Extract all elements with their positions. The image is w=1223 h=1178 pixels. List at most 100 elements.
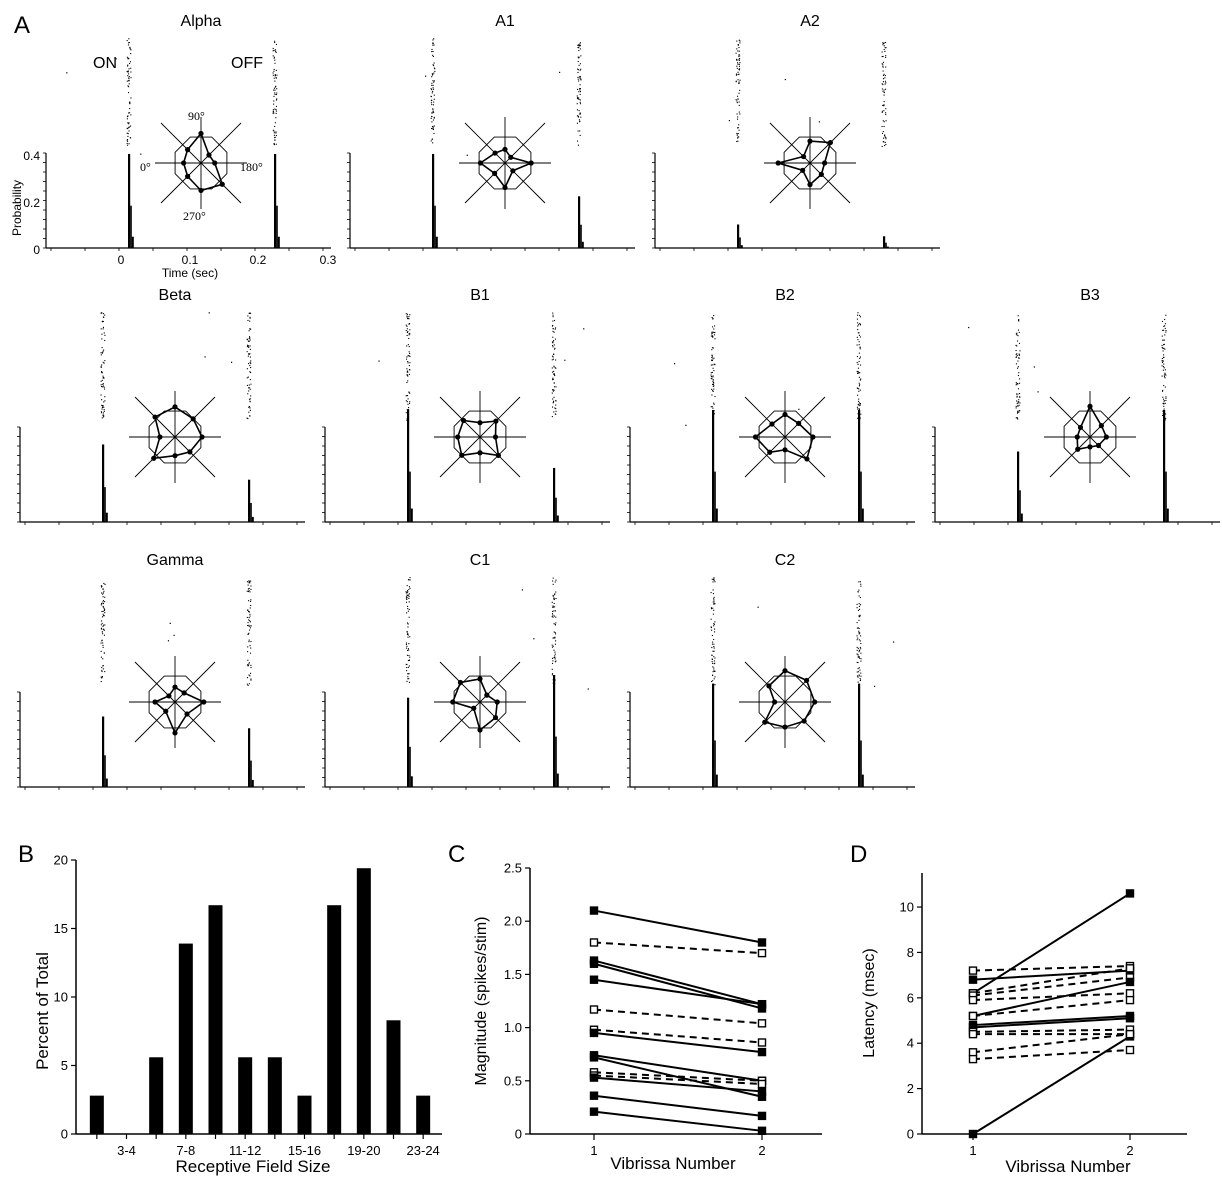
- raster-dot: [250, 366, 252, 369]
- raster-dot: [406, 328, 408, 330]
- panel-c-series-line: [593, 1054, 763, 1082]
- raster-dot: [712, 607, 714, 609]
- raster-dot: [881, 125, 883, 128]
- raster-dot: [856, 318, 858, 320]
- raster-dot: [104, 596, 106, 598]
- raster-dot: [102, 361, 104, 363]
- raster-dot: [710, 591, 712, 594]
- raster-dot: [857, 328, 859, 331]
- raster-dot: [735, 99, 737, 101]
- panel-d-series-line: [972, 980, 1131, 1017]
- raster-dot: [1162, 360, 1164, 362]
- raster-dot: [406, 418, 408, 420]
- raster-dot: [100, 650, 102, 652]
- raster-dot: [409, 636, 411, 638]
- raster-dot: [1017, 366, 1019, 368]
- raster-dot: [408, 616, 410, 618]
- raster-dot: [710, 607, 712, 609]
- raster-dot: [273, 87, 276, 89]
- raster-dot: [860, 660, 862, 662]
- raster-dot: [713, 667, 715, 669]
- raster-dot: [737, 74, 739, 76]
- panel-c-series-point: [757, 1047, 767, 1057]
- raster-dot: [407, 344, 409, 346]
- raster-dot: [1161, 357, 1163, 360]
- raster-dot: [1019, 396, 1021, 398]
- raster-dot: [432, 55, 434, 58]
- raster-dot: [882, 63, 884, 65]
- raster-dot: [712, 367, 714, 369]
- raster-dot: [104, 339, 106, 342]
- raster-dot: [578, 98, 580, 101]
- raster-dot: [103, 401, 105, 403]
- raster-dot: [579, 113, 581, 115]
- raster-dot: [104, 583, 106, 585]
- raster-dot: [860, 679, 862, 681]
- raster-dot: [100, 586, 103, 588]
- raster-dot: [552, 327, 554, 330]
- raster-dot: [103, 386, 105, 388]
- raster-dot: [408, 643, 410, 645]
- raster-dot: [140, 153, 142, 155]
- raster-dot: [711, 332, 713, 334]
- raster-dot: [1163, 403, 1165, 405]
- raster-dot: [250, 395, 252, 397]
- raster-dot: [577, 97, 580, 99]
- raster-dot: [881, 132, 884, 134]
- raster-dot: [551, 673, 554, 675]
- psth-y-tick-0: 0: [33, 243, 40, 257]
- raster-dot: [274, 80, 276, 82]
- raster-dot: [738, 65, 741, 67]
- raster-dot: [579, 130, 581, 132]
- raster-dot: [408, 346, 410, 348]
- raster-dot: [130, 49, 132, 51]
- panel-c-series-point: [589, 975, 599, 984]
- raster-dot: [432, 87, 434, 89]
- raster-dot: [407, 318, 409, 320]
- raster-dot: [735, 74, 737, 76]
- raster-dot: [1162, 347, 1164, 350]
- raster-dot: [432, 54, 434, 56]
- raster-dot: [405, 643, 407, 646]
- raster-dot: [273, 130, 275, 132]
- raster-dot: [857, 647, 859, 649]
- raster-dot: [1161, 375, 1163, 377]
- raster-dot: [102, 603, 105, 605]
- raster-dot: [579, 88, 581, 90]
- raster-dot: [884, 141, 886, 143]
- raster-dot: [859, 372, 861, 374]
- raster-dot: [857, 363, 859, 365]
- raster-dot: [858, 403, 860, 405]
- raster-dot: [102, 350, 104, 352]
- raster-dot: [103, 349, 105, 351]
- raster-dot: [274, 49, 277, 51]
- raster-dot: [433, 117, 435, 119]
- raster-dot: [104, 334, 106, 336]
- raster-dot: [248, 411, 250, 413]
- raster-dot: [127, 133, 129, 135]
- raster-dot: [576, 140, 579, 142]
- raster-dot: [551, 355, 554, 357]
- raster-dot: [713, 598, 715, 600]
- raster-dot: [128, 42, 130, 44]
- raster-dot: [858, 413, 860, 415]
- raster-dot: [406, 395, 408, 397]
- raster-dot: [248, 312, 250, 314]
- raster-dot: [713, 334, 716, 336]
- raster-dot: [737, 62, 739, 64]
- raster-dot: [249, 361, 251, 363]
- raster-dot: [248, 336, 251, 338]
- panel-b-bar: [89, 1095, 104, 1134]
- raster-dot: [102, 600, 104, 602]
- raster-dot: [857, 637, 859, 639]
- raster-dot: [859, 379, 861, 381]
- panel-d-y-axis-label: Latency (msec): [861, 948, 878, 1057]
- raster-dot: [857, 367, 859, 369]
- raster-dot: [737, 133, 739, 135]
- raster-dot: [554, 328, 556, 330]
- panel-d-series-point: [968, 1054, 978, 1064]
- raster-dot: [1161, 360, 1163, 362]
- raster-dot: [552, 682, 554, 684]
- raster-dot: [882, 42, 884, 44]
- raster-dot: [408, 373, 410, 375]
